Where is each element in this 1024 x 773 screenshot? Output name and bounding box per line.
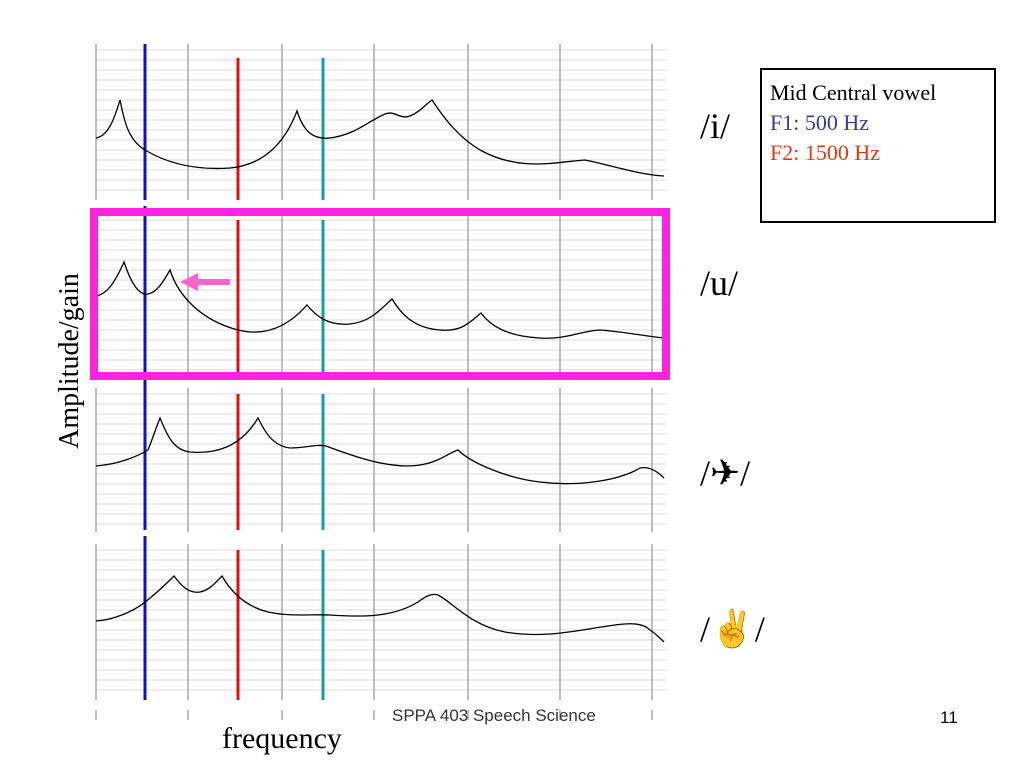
page-number: 11 [940, 708, 958, 727]
vowel-label-i: /i/ [700, 106, 731, 146]
x-axis-label: frequency [222, 722, 342, 755]
spectrum-curve [95, 99, 665, 177]
info-box: Mid Central vowel F1: 500 Hz F2: 1500 Hz [760, 68, 996, 223]
vowel-label-3: /✈/ [700, 453, 751, 493]
info-f1: F1: 500 Hz [770, 110, 869, 135]
left-arrow-icon [180, 273, 230, 291]
footer-text: SPPA 403 Speech Science [392, 706, 596, 725]
vowel-label-4: /✌/ [700, 609, 765, 649]
info-f2: F2: 1500 Hz [770, 140, 880, 165]
spectrum-curve [95, 260, 665, 339]
spectrum-curve [95, 574, 665, 643]
y-axis-label: Amplitude/gain [54, 273, 85, 449]
spectrum-curve [95, 416, 665, 485]
highlight-box [90, 208, 670, 380]
vowel-label-u: /u/ [700, 263, 739, 303]
info-title: Mid Central vowel [770, 80, 937, 105]
